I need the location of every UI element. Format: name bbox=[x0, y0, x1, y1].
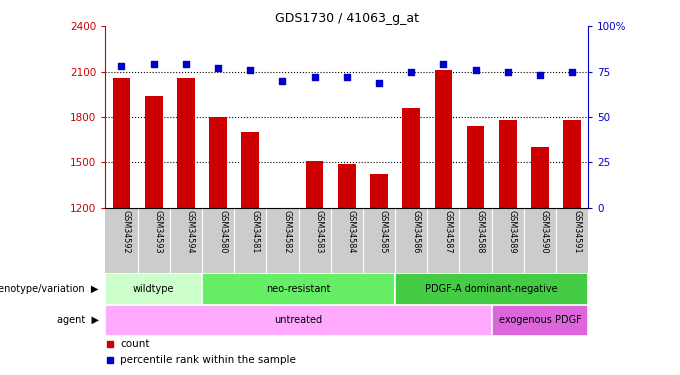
Point bbox=[438, 62, 449, 68]
Point bbox=[309, 74, 320, 80]
Bar bbox=[177, 78, 194, 208]
Point bbox=[470, 67, 481, 73]
Bar bbox=[499, 120, 517, 208]
Text: wildtype: wildtype bbox=[133, 284, 175, 294]
Point bbox=[503, 69, 513, 75]
Point bbox=[406, 69, 417, 75]
Bar bbox=[466, 126, 484, 208]
Bar bbox=[563, 120, 581, 208]
Point bbox=[180, 62, 191, 68]
Bar bbox=[209, 117, 227, 208]
Text: GSM34582: GSM34582 bbox=[282, 210, 292, 253]
Text: genotype/variation  ▶: genotype/variation ▶ bbox=[0, 284, 99, 294]
Bar bbox=[492, 304, 588, 336]
Point bbox=[566, 69, 577, 75]
Bar bbox=[435, 70, 452, 208]
Text: GSM34583: GSM34583 bbox=[315, 210, 324, 253]
Point bbox=[373, 80, 384, 86]
Text: GSM34585: GSM34585 bbox=[379, 210, 388, 253]
Text: GSM34581: GSM34581 bbox=[250, 210, 259, 253]
Title: GDS1730 / 41063_g_at: GDS1730 / 41063_g_at bbox=[275, 12, 419, 25]
Bar bbox=[395, 273, 588, 304]
Bar bbox=[306, 161, 324, 208]
Bar bbox=[113, 78, 131, 208]
Text: GSM34594: GSM34594 bbox=[186, 210, 195, 253]
Bar bbox=[338, 164, 356, 208]
Point bbox=[534, 72, 545, 78]
Text: GSM34593: GSM34593 bbox=[154, 210, 163, 253]
Text: percentile rank within the sample: percentile rank within the sample bbox=[120, 354, 296, 364]
Bar bbox=[531, 147, 549, 208]
Bar bbox=[370, 174, 388, 208]
Text: GSM34591: GSM34591 bbox=[572, 210, 581, 253]
Bar bbox=[241, 132, 259, 208]
Text: exogenous PDGF: exogenous PDGF bbox=[498, 315, 581, 325]
Text: GSM34587: GSM34587 bbox=[443, 210, 452, 253]
Point bbox=[116, 63, 127, 69]
Text: GSM34590: GSM34590 bbox=[540, 210, 549, 253]
Bar bbox=[403, 108, 420, 208]
Text: count: count bbox=[120, 339, 150, 349]
Text: GSM34580: GSM34580 bbox=[218, 210, 227, 253]
Text: neo-resistant: neo-resistant bbox=[267, 284, 330, 294]
Point bbox=[341, 74, 352, 80]
Bar bbox=[145, 96, 163, 208]
Text: agent  ▶: agent ▶ bbox=[56, 315, 99, 325]
Point bbox=[213, 65, 224, 71]
Point bbox=[245, 67, 256, 73]
Text: GSM34586: GSM34586 bbox=[411, 210, 420, 253]
Text: GSM34584: GSM34584 bbox=[347, 210, 356, 253]
Text: PDGF-A dominant-negative: PDGF-A dominant-negative bbox=[425, 284, 558, 294]
Text: GSM34588: GSM34588 bbox=[475, 210, 485, 253]
Text: GSM34589: GSM34589 bbox=[508, 210, 517, 253]
Bar bbox=[105, 273, 202, 304]
Text: GSM34592: GSM34592 bbox=[122, 210, 131, 254]
Text: untreated: untreated bbox=[275, 315, 322, 325]
Point bbox=[277, 78, 288, 84]
Bar bbox=[105, 304, 492, 336]
Point bbox=[148, 62, 159, 68]
Bar bbox=[202, 273, 395, 304]
